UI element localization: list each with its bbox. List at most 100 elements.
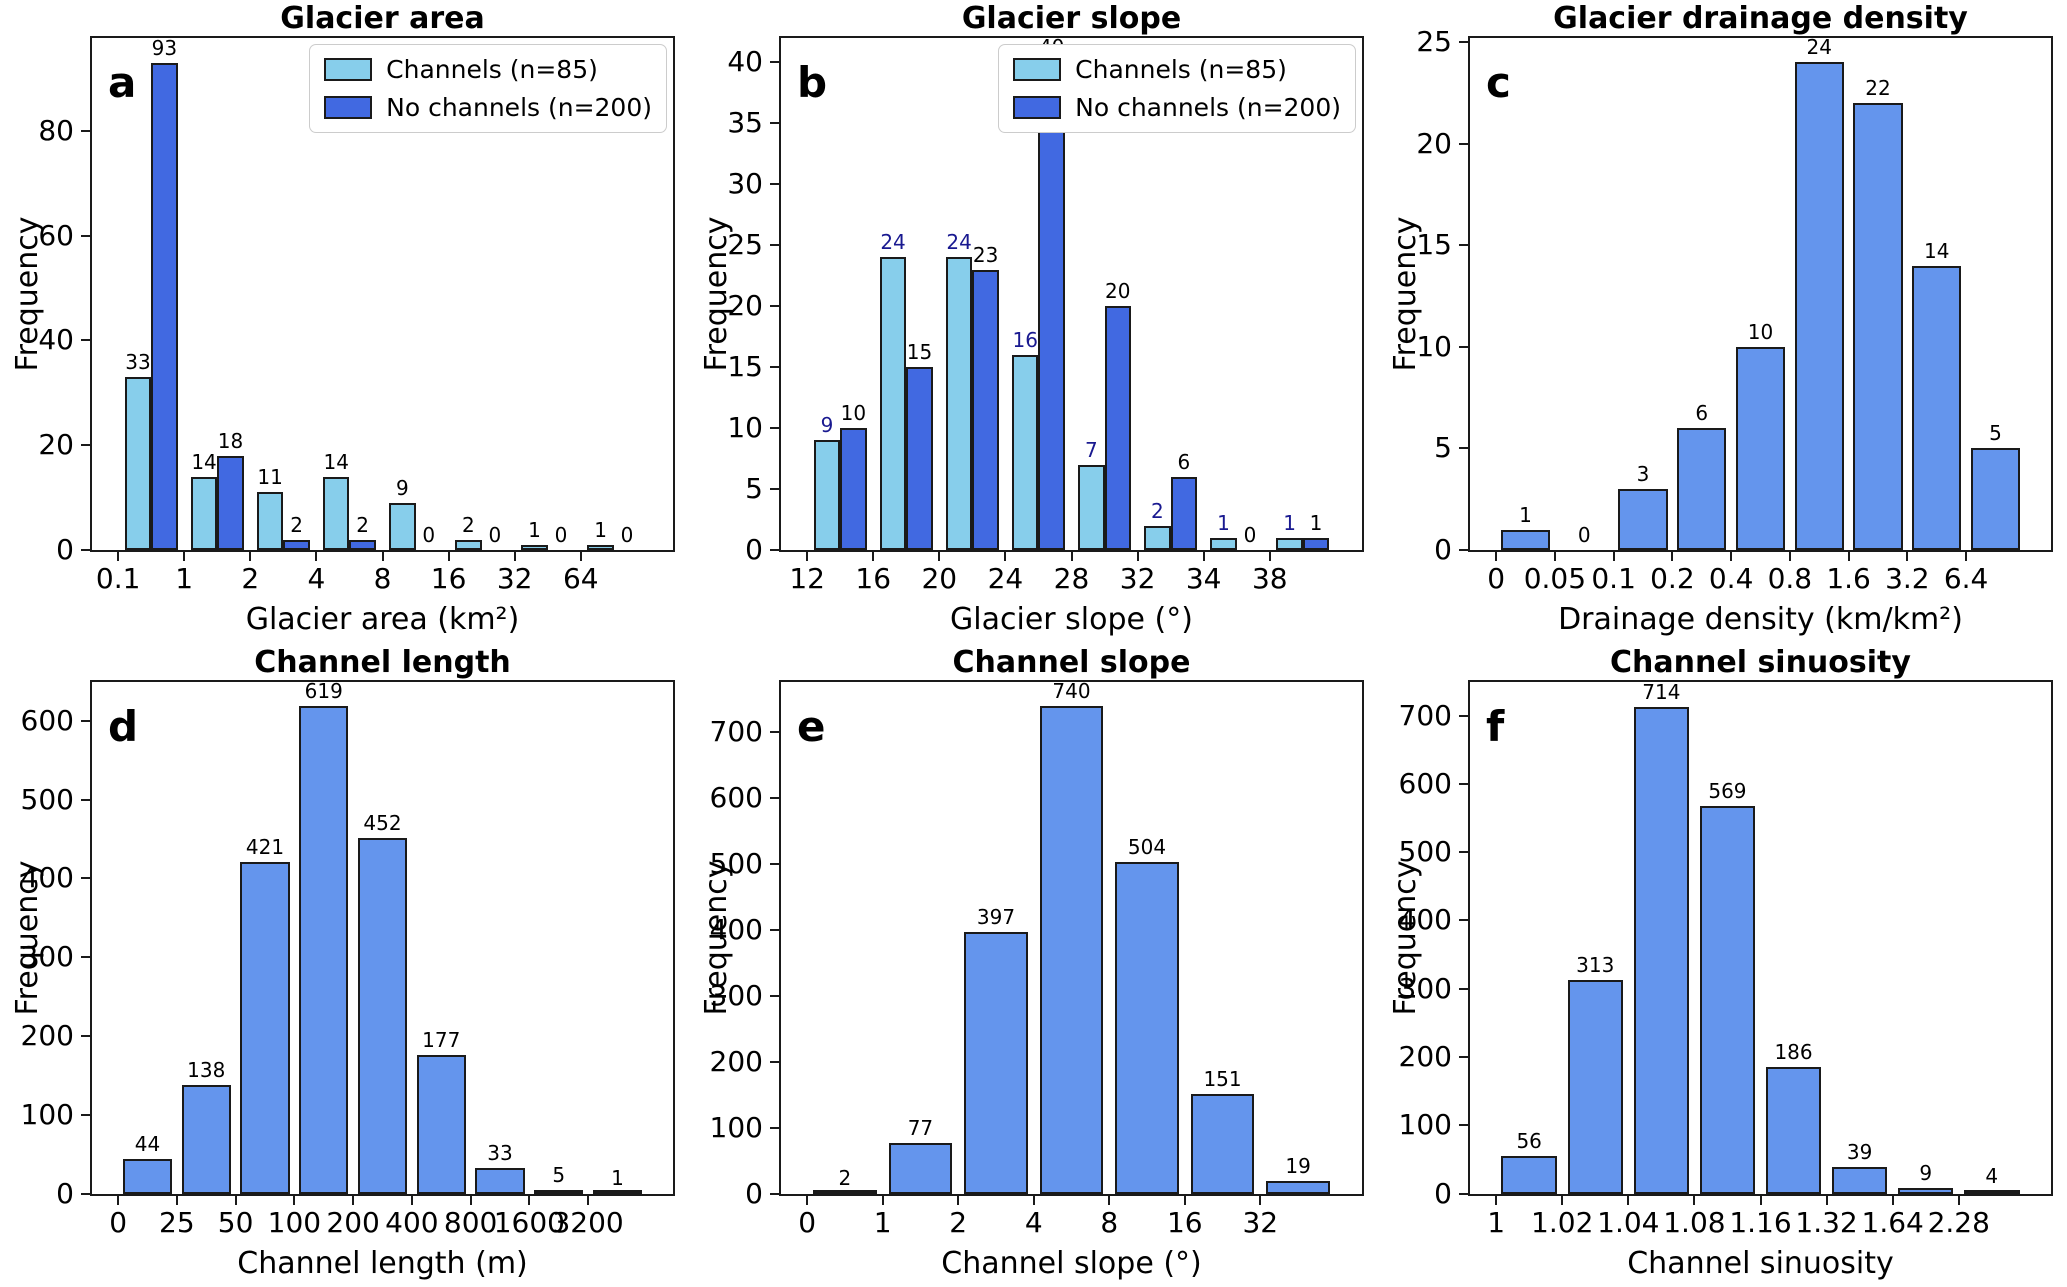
bar-value-label: 24 xyxy=(946,230,972,254)
x-tick-label: 1.6 xyxy=(1826,562,1871,595)
histogram-bar xyxy=(256,492,284,550)
x-tick-label: 0 xyxy=(798,1205,817,1239)
x-tick-label: 4 xyxy=(307,562,326,595)
bar-value-label: 44 xyxy=(134,1131,161,1156)
x-tick-mark xyxy=(1553,552,1556,561)
bar-value-label: 1 xyxy=(594,518,607,542)
histogram-bar xyxy=(964,931,1028,1194)
histogram-bar xyxy=(1500,530,1551,550)
bar-value-label: 569 xyxy=(1708,778,1747,803)
x-tick-label: 16 xyxy=(430,562,467,595)
y-tick-label: 200 xyxy=(1398,1039,1452,1073)
x-tick-mark xyxy=(1825,1195,1828,1205)
x-tick-mark xyxy=(1693,1195,1696,1205)
x-tick-mark xyxy=(1202,552,1205,561)
histogram-bar xyxy=(1831,1166,1888,1194)
x-tick-label: 400 xyxy=(385,1205,439,1239)
panel-letter: e xyxy=(797,701,826,751)
x-tick-mark xyxy=(938,552,941,561)
histogram-bar xyxy=(1970,448,2021,550)
x-tick-label: 1.02 xyxy=(1531,1205,1594,1239)
panel-letter: d xyxy=(108,701,139,751)
histogram-bar xyxy=(1144,526,1171,550)
chart-title: Glacier drainage density xyxy=(1553,1,1968,36)
y-tick-mark xyxy=(770,61,779,64)
histogram-bar xyxy=(840,428,867,550)
y-tick-label: 0 xyxy=(1434,1176,1452,1210)
x-tick-mark xyxy=(1671,552,1674,561)
plot-area: c 1 0 3 6 10 24 22 14 5 xyxy=(1468,36,2053,552)
histogram-bar xyxy=(349,540,376,550)
histogram-bar xyxy=(283,540,310,550)
panel-a: Glacier area Frequency a 33 14 11 14 9 2 1 1 93 18 2 2… xyxy=(0,0,689,644)
y-tick-label: 15 xyxy=(727,350,763,384)
x-tick-mark xyxy=(1495,552,1498,561)
y-tick-mark xyxy=(770,366,779,369)
x-tick-label: 1.64 xyxy=(1861,1205,1924,1239)
y-tick-label: 700 xyxy=(1398,698,1452,732)
legend-item-label: No channels (n=200) xyxy=(386,93,652,122)
y-tick-mark xyxy=(1459,919,1468,922)
y-tick-label: 300 xyxy=(20,940,74,974)
bar-value-label: 186 xyxy=(1774,1039,1813,1064)
legend-swatch xyxy=(1013,96,1062,119)
x-tick-mark xyxy=(1561,1195,1564,1205)
histogram-bar xyxy=(217,456,244,550)
panel-c: Glacier drainage density Frequency c 1 0 3 6 10… xyxy=(1378,0,2067,644)
bar-value-label: 33 xyxy=(125,350,151,374)
histogram-bar xyxy=(357,837,408,1194)
plot-area: e 2 77 397 740 504 151 19 xyxy=(779,679,1364,1196)
x-tick-label: 8 xyxy=(1100,1205,1119,1239)
x-tick-mark xyxy=(175,1195,178,1205)
x-tick-label: 1 xyxy=(1487,1205,1506,1239)
x-tick-label: 16 xyxy=(1166,1205,1203,1239)
bar-value-label: 9 xyxy=(1919,1160,1933,1185)
bar-value-label: 14 xyxy=(191,450,217,474)
panel-d: Channel length Frequency d 44 138 421 619 452 17… xyxy=(0,644,689,1287)
y-tick-label: 400 xyxy=(709,912,763,946)
histogram-bar xyxy=(1853,103,1903,550)
x-tick-mark xyxy=(1108,1195,1111,1205)
x-tick-label: 0.1 xyxy=(1591,562,1636,595)
y-tick-label: 0 xyxy=(56,533,74,566)
x-tick-mark xyxy=(1788,552,1791,561)
x-tick-label: 2 xyxy=(949,1205,968,1239)
panel-letter: c xyxy=(1486,58,1511,107)
y-tick-mark xyxy=(81,234,90,237)
bar-value-label: 10 xyxy=(840,401,867,425)
plot-area: f 56 313 714 569 186 39 9 4 xyxy=(1468,679,2053,1196)
histogram-bar xyxy=(888,1142,953,1194)
y-tick-label: 10 xyxy=(1416,329,1452,363)
x-tick-mark xyxy=(1627,1195,1630,1205)
x-tick-label: 800 xyxy=(443,1205,498,1239)
y-tick-label: 500 xyxy=(1398,835,1452,869)
x-tick-label: 0.2 xyxy=(1650,562,1695,595)
legend-swatch xyxy=(324,96,373,119)
panel-f: Channel sinuosity Frequency f 56 313 714 569 18… xyxy=(1378,644,2067,1287)
bar-value-label: 14 xyxy=(323,450,349,474)
histogram-bar xyxy=(1210,538,1237,550)
y-tick-label: 15 xyxy=(1416,228,1452,262)
plot-area: a 33 14 11 14 9 2 1 1 93 18 2 2 0 0 0 0 Channels (n=85) No… xyxy=(90,36,675,552)
y-tick-label: 5 xyxy=(1434,431,1452,465)
x-tick-mark xyxy=(1847,552,1850,561)
bar-value-label: 14 xyxy=(1924,239,1950,263)
x-tick-mark xyxy=(528,1195,531,1205)
histogram-bar xyxy=(181,1084,231,1194)
legend-item: No channels (n=200) xyxy=(1013,93,1341,122)
histogram-bar xyxy=(879,257,907,550)
y-tick-label: 35 xyxy=(727,106,763,140)
y-tick-label: 500 xyxy=(709,847,763,881)
x-tick-label: 1600 xyxy=(493,1205,565,1239)
x-tick-mark xyxy=(1891,1195,1894,1205)
histogram-bar xyxy=(151,63,178,550)
histogram-bar xyxy=(1794,62,1844,550)
bar-value-label: 77 xyxy=(907,1115,934,1140)
bar-value-label: 714 xyxy=(1642,679,1681,704)
bar-value-label: 0 xyxy=(488,523,502,547)
histogram-bar xyxy=(813,440,841,550)
histogram-bar xyxy=(416,1054,466,1194)
histogram-bar xyxy=(813,1189,877,1194)
x-tick-mark xyxy=(806,1195,809,1205)
histogram-bar xyxy=(1633,706,1690,1194)
